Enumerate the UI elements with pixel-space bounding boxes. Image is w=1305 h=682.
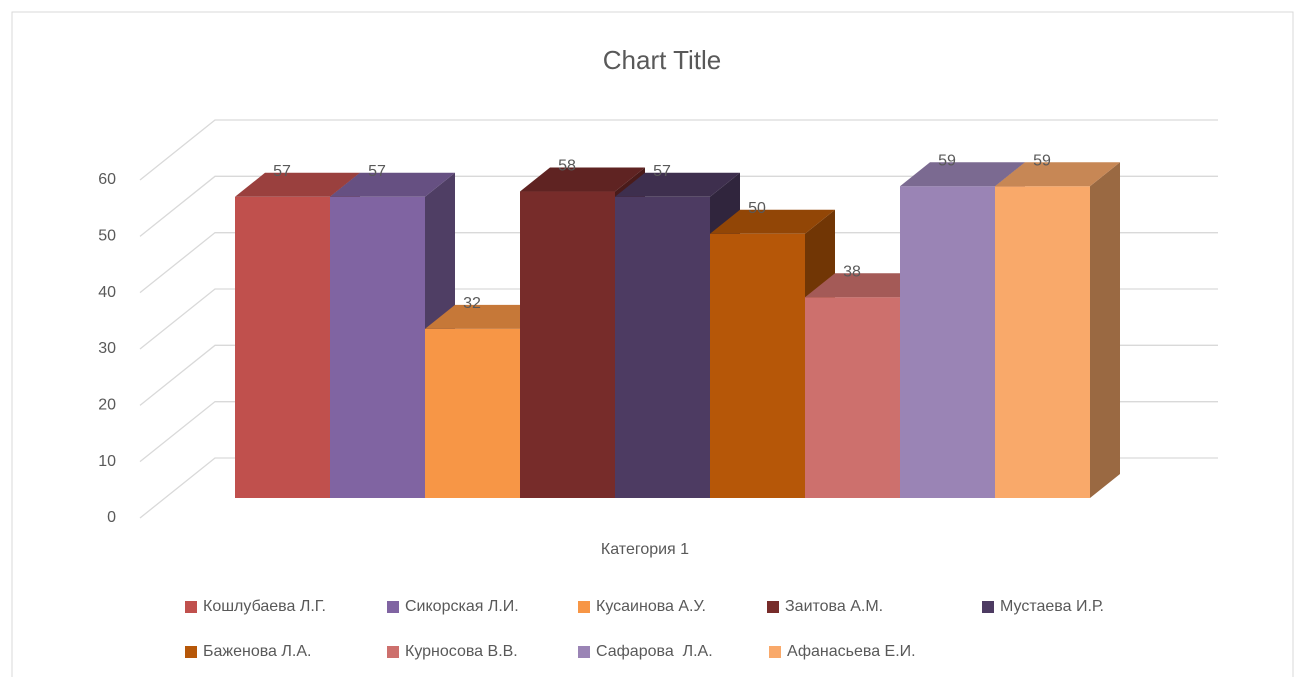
- legend-swatch: [578, 601, 590, 613]
- legend-label: Баженова Л.А.: [203, 643, 311, 660]
- legend-label: Афанасьева Е.И.: [787, 643, 916, 660]
- bar: [805, 297, 900, 498]
- bar-top: [710, 209, 835, 234]
- bar: [235, 196, 330, 498]
- bar-top: [805, 273, 930, 298]
- legend-label: Заитова А.М.: [785, 598, 883, 615]
- bar-top: [900, 162, 1025, 187]
- legend-swatch: [387, 646, 399, 658]
- legend-swatch: [185, 601, 197, 613]
- legend-swatch: [578, 646, 590, 658]
- y-tick-label: 10: [98, 453, 116, 470]
- bar: [615, 196, 710, 498]
- legend-label: Сикорская Л.И.: [405, 598, 519, 615]
- legend-label: Кусаинова А.У.: [596, 598, 706, 615]
- legend-swatch: [767, 601, 779, 613]
- data-label: 59: [938, 152, 956, 169]
- legend-label: Курносова В.В.: [405, 643, 518, 660]
- x-tick-label: Категория 1: [601, 541, 689, 558]
- legend-swatch: [769, 646, 781, 658]
- y-tick-label: 50: [98, 228, 116, 245]
- y-tick-label: 60: [98, 171, 116, 188]
- data-label: 59: [1033, 152, 1051, 169]
- data-label: 57: [653, 163, 671, 180]
- bar: [900, 186, 995, 499]
- bar: [520, 191, 615, 498]
- bar-top: [615, 172, 740, 197]
- legend-label: Кошлубаева Л.Г.: [203, 598, 326, 615]
- bar: [330, 196, 425, 498]
- bar: [710, 233, 805, 498]
- bar-top: [330, 172, 455, 197]
- bar: [995, 186, 1090, 499]
- data-label: 50: [748, 200, 766, 217]
- bar-top: [520, 167, 645, 192]
- bar-top: [235, 172, 360, 197]
- bar: [425, 328, 520, 498]
- bar-side: [1090, 162, 1120, 499]
- bar-top: [995, 162, 1120, 187]
- y-tick-label: 40: [98, 284, 116, 301]
- y-tick-label: 20: [98, 397, 116, 414]
- grid-line: [139, 119, 1218, 181]
- grid-line: [139, 232, 1218, 294]
- data-label: 58: [558, 158, 576, 175]
- data-label: 57: [368, 163, 386, 180]
- bar-top: [425, 304, 550, 329]
- legend-label: Мустаева И.Р.: [1000, 598, 1104, 615]
- chart-title: Chart Title: [603, 45, 722, 75]
- data-label: 38: [843, 263, 861, 280]
- legend-swatch: [185, 646, 197, 658]
- legend-swatch: [982, 601, 994, 613]
- y-tick-label: 0: [107, 509, 116, 526]
- legend-label: Сафарова Л.А.: [596, 643, 713, 660]
- data-label: 57: [273, 163, 291, 180]
- y-tick-label: 30: [98, 340, 116, 357]
- grid-line: [139, 175, 1218, 237]
- legend-swatch: [387, 601, 399, 613]
- data-label: 32: [463, 295, 481, 312]
